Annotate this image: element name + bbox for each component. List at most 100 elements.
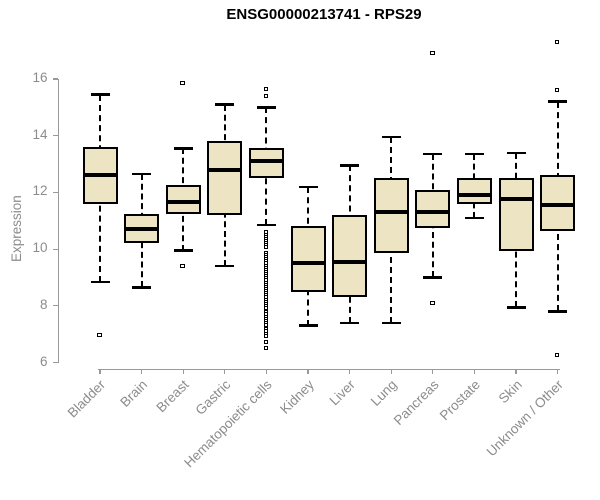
x-tick-label: Pancreas xyxy=(390,377,442,428)
chart-title: ENSG00000213741 - RPS29 xyxy=(226,6,422,23)
y-tick-label: 8 xyxy=(39,296,48,312)
y-tick-label: 10 xyxy=(32,240,48,256)
whisker-cap-low xyxy=(298,324,318,327)
whisker-cap-low xyxy=(256,223,276,227)
outlier-point xyxy=(263,93,269,98)
whisker-cap-high xyxy=(506,151,526,154)
median-line xyxy=(332,259,368,264)
y-tick-label: 6 xyxy=(39,353,48,369)
whisker-cap-high xyxy=(340,164,360,167)
box xyxy=(456,178,492,204)
y-tick-label: 16 xyxy=(32,70,48,85)
y-axis-line xyxy=(57,79,59,363)
whisker-cap-low xyxy=(464,216,484,220)
x-tick-label: Unknown / Other xyxy=(483,377,567,460)
box xyxy=(540,175,576,231)
box xyxy=(165,185,201,214)
box xyxy=(290,226,326,292)
median-line xyxy=(290,261,326,266)
median-line xyxy=(540,203,576,208)
x-axis-tick xyxy=(473,368,476,374)
y-axis-tick xyxy=(52,135,58,137)
y-axis-tick xyxy=(52,191,58,194)
whisker-cap-low xyxy=(340,321,360,325)
x-axis-tick xyxy=(432,368,434,374)
whisker-cap-high xyxy=(132,172,152,176)
whisker-cap-low xyxy=(506,306,526,309)
outlier-point xyxy=(263,345,269,350)
outlier-point xyxy=(97,333,102,338)
x-axis-tick xyxy=(557,368,559,374)
whisker-cap-high xyxy=(381,135,401,139)
y-axis-tick xyxy=(52,78,58,80)
outlier-point xyxy=(263,245,269,250)
x-tick-label: Breast xyxy=(153,377,192,416)
x-tick-label: Prostate xyxy=(436,377,484,424)
whisker-cap-high xyxy=(90,93,110,96)
outlier-point xyxy=(180,263,185,268)
x-axis-line xyxy=(98,368,560,370)
x-tick-label: Bladder xyxy=(65,377,109,421)
x-tick-label: Kidney xyxy=(276,377,317,417)
outlier-point xyxy=(263,340,269,345)
median-line xyxy=(82,173,118,178)
median-line xyxy=(207,167,243,172)
whisker-cap-low xyxy=(215,264,235,268)
outlier-point xyxy=(554,87,560,92)
y-tick-label: 14 xyxy=(32,126,48,142)
outlier-point xyxy=(263,334,269,339)
x-tick-label: Gastric xyxy=(192,377,234,418)
x-axis-tick xyxy=(99,368,101,374)
x-tick-label: Skin xyxy=(495,377,525,407)
outlier-point xyxy=(554,39,560,44)
median-line xyxy=(165,200,201,205)
outlier-point xyxy=(180,80,185,85)
x-axis-tick xyxy=(349,368,351,374)
whisker-cap-high xyxy=(548,100,568,103)
whisker-cap-low xyxy=(90,280,110,283)
whisker-cap-high xyxy=(423,152,443,156)
outlier-point xyxy=(554,353,560,357)
box xyxy=(248,148,284,179)
whisker-cap-low xyxy=(132,286,152,289)
box xyxy=(332,215,368,298)
outlier-point xyxy=(430,51,435,56)
median-line xyxy=(373,210,409,215)
y-axis-tick xyxy=(52,248,58,250)
x-tick-label: Liver xyxy=(326,377,359,409)
whisker-cap-low xyxy=(548,310,568,313)
box xyxy=(415,189,451,228)
x-axis-tick xyxy=(265,368,268,374)
whisker-cap-high xyxy=(256,106,276,109)
y-axis-tick xyxy=(52,305,58,307)
whisker-cap-low xyxy=(173,249,193,252)
outlier-point xyxy=(263,86,269,91)
median-line xyxy=(415,210,451,215)
x-axis-tick xyxy=(182,368,184,374)
whisker-cap-high xyxy=(298,185,318,189)
whisker-cap-low xyxy=(423,276,443,279)
median-line xyxy=(498,197,534,202)
box xyxy=(373,178,409,254)
x-tick-label: Lung xyxy=(367,377,400,409)
whisker-cap-high xyxy=(173,147,193,150)
x-axis-tick xyxy=(141,368,143,374)
y-tick-label: 12 xyxy=(32,183,48,199)
x-tick-label: Brain xyxy=(117,377,151,410)
x-axis-tick xyxy=(515,368,517,374)
box xyxy=(498,178,534,251)
median-line xyxy=(124,227,160,232)
outlier-point xyxy=(430,300,435,305)
whisker-cap-low xyxy=(381,321,401,325)
y-axis-tick xyxy=(52,361,58,364)
x-axis-tick xyxy=(307,368,309,374)
median-line xyxy=(248,159,284,164)
whisker-cap-high xyxy=(464,152,484,156)
x-axis-tick xyxy=(390,368,392,374)
box xyxy=(207,141,243,216)
x-axis-tick xyxy=(224,368,226,374)
whisker-cap-high xyxy=(215,103,235,106)
median-line xyxy=(456,193,492,198)
